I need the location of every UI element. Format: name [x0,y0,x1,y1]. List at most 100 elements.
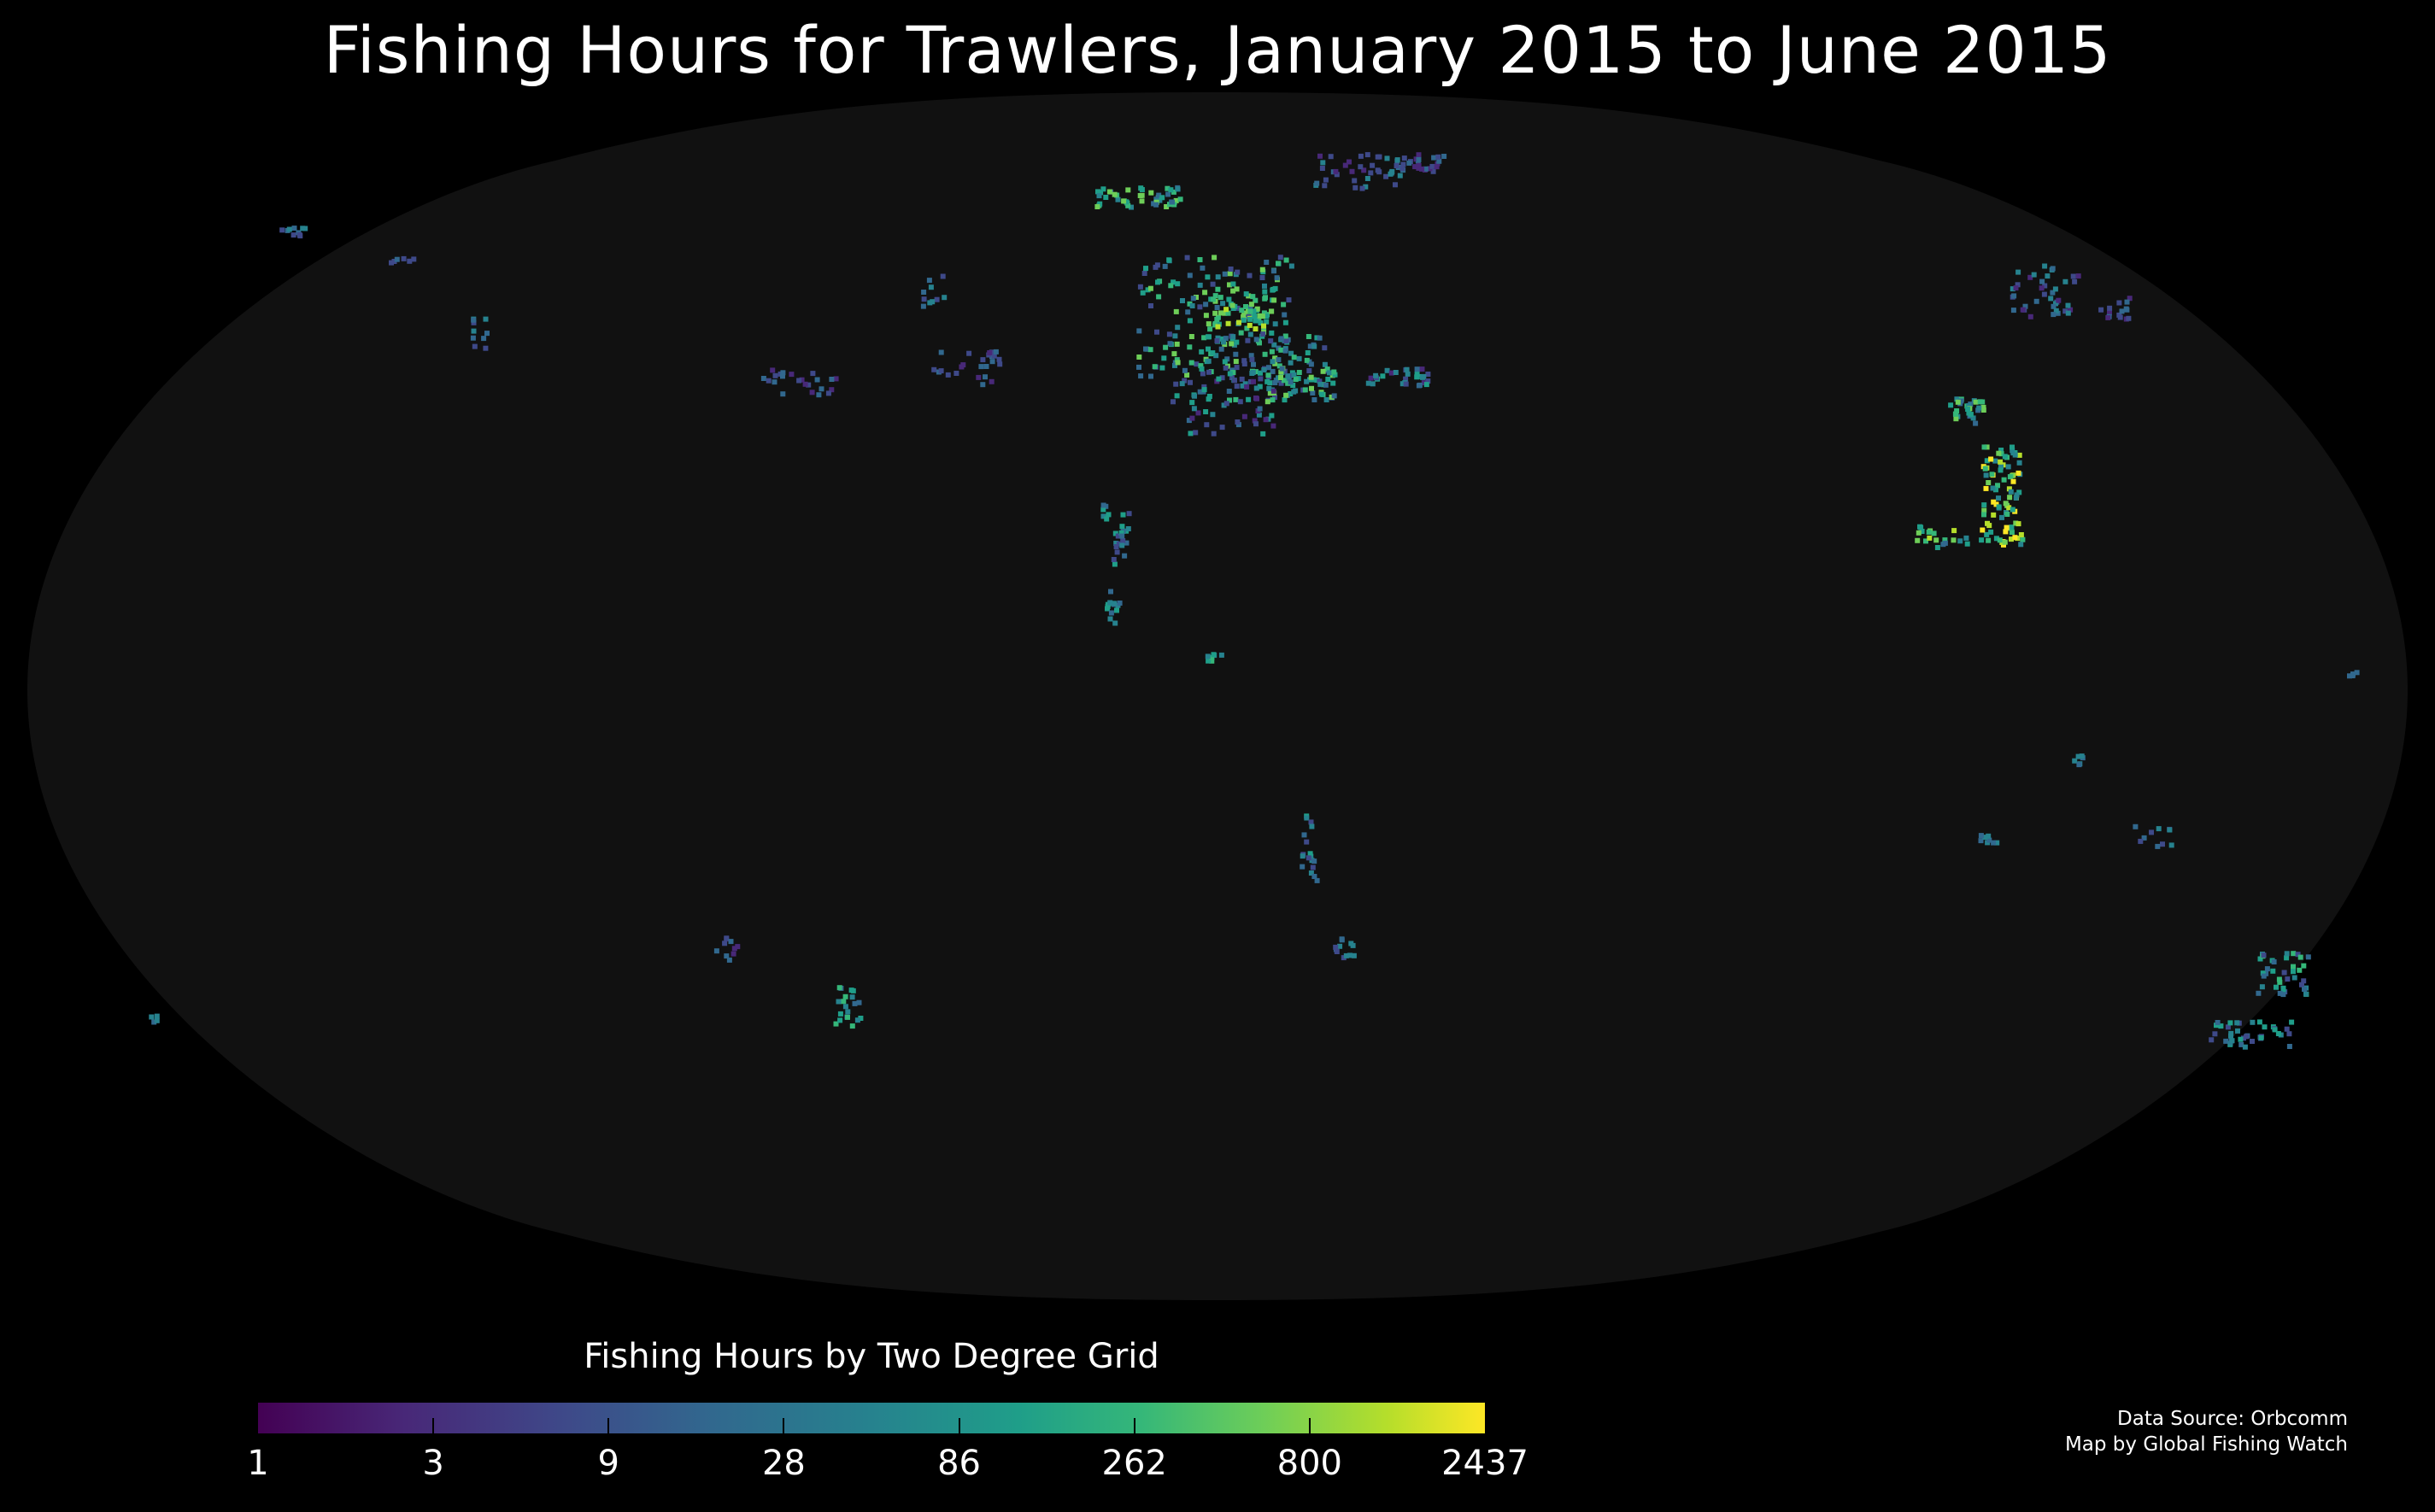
fishing-cell [802,381,808,387]
fishing-cell [1288,360,1294,366]
fishing-cell [1174,393,1180,399]
fishing-cell [1282,348,1288,354]
fishing-cell [1165,191,1171,197]
fishing-cell [1240,383,1246,389]
fishing-cell [1237,399,1243,405]
fishing-cell [1186,418,1192,424]
fishing-cell [1384,367,1390,373]
fishing-cell [1137,284,1143,290]
fishing-cell [1304,378,1310,384]
fishing-cell [1996,504,2002,510]
fishing-cell [1210,350,1216,356]
fishing-cell [154,1013,160,1019]
fishing-cell [1370,381,1376,387]
fishing-cell [1219,425,1225,431]
fishing-cell [1173,381,1179,387]
fishing-cell [1271,342,1277,348]
fishing-cell [1159,195,1165,201]
fishing-cell [1228,267,1234,272]
fishing-cell [1319,391,1324,397]
fishing-cell [1248,353,1254,359]
fishing-cell [1296,355,1302,361]
fishing-cell [1986,837,1992,843]
fishing-cell [1380,373,1386,379]
fishing-cell [1223,307,1229,313]
fishing-cell [1993,536,1999,542]
fishing-cell [1100,502,1106,508]
fishing-cell [1190,296,1196,302]
fishing-cell [1156,294,1162,300]
fishing-cell [1291,372,1297,378]
fishing-cell [1205,274,1211,280]
fishing-cell [1222,271,1228,277]
fishing-cell [1339,936,1345,942]
fishing-cell [1278,369,1284,375]
fishing-cell [1290,383,1296,388]
fishing-cell [1343,952,1349,958]
fishing-cell [2250,1019,2256,1025]
fishing-cell [1212,310,1218,316]
fishing-cell [1172,362,1177,368]
fishing-cell [1199,366,1205,372]
fishing-cell [2011,293,2017,299]
fishing-cell [1108,589,1113,595]
fishing-cell [2235,1028,2240,1034]
fishing-cell [1405,371,1411,377]
colorbar-tick-label: 1 [247,1444,269,1483]
fishing-cell [1403,376,1409,382]
fishing-cell [2297,967,2303,973]
fishing-cell [2065,310,2071,316]
fishing-cell [1361,167,1367,173]
fishing-cell [1114,549,1120,555]
fishing-cell [1239,308,1245,314]
fishing-cell [2010,507,2015,513]
fishing-cell [1166,257,1172,263]
fishing-cell [1434,164,1440,170]
fishing-cell [1206,394,1212,399]
fishing-cell [796,378,802,384]
fishing-cell [2004,512,2010,517]
fishing-cell [2020,536,2026,542]
fishing-cell [1194,295,1199,300]
fishing-cell [1251,361,1256,367]
fishing-cell [2005,464,2011,470]
fishing-cell [1976,405,1982,411]
fishing-cell [2149,829,2154,835]
fishing-cell [1322,345,1328,351]
fishing-cell [1981,512,1986,518]
fishing-cell [1252,418,1258,424]
fishing-cell [1247,378,1253,384]
fishing-cell [1226,296,1232,302]
fishing-cell [1224,356,1230,362]
fishing-cell [1388,171,1394,177]
fishing-cell [1403,381,1409,387]
fishing-cell [1233,359,1239,365]
fishing-cell [1117,601,1123,606]
fishing-cell [1998,451,2004,457]
fishing-cell [1993,501,1999,507]
fishing-cell [1927,535,1933,541]
fishing-cell [1201,384,1207,390]
fishing-cell [1113,541,1119,546]
fishing-cell [772,372,778,378]
fishing-cell [1983,472,1989,478]
fishing-cell [1257,313,1263,319]
fishing-cell [1965,407,1971,412]
fishing-cell [2133,823,2139,829]
fishing-cell [1416,165,1422,171]
fishing-cell [1189,415,1195,421]
fishing-cell [940,273,946,279]
fishing-cell [1996,450,2002,456]
fishing-cell [1200,265,1206,271]
fishing-cell [2068,307,2074,313]
fishing-cell [1400,161,1406,167]
fishing-cell [1172,333,1178,339]
fishing-cell [780,373,785,379]
fishing-cell [1314,335,1320,341]
fishing-cell [1112,191,1118,197]
fishing-cell [713,948,719,954]
fishing-cell [1319,166,1325,171]
fishing-cell [980,357,986,363]
fishing-cell [1272,285,1278,291]
fishing-cell [2160,841,2165,847]
